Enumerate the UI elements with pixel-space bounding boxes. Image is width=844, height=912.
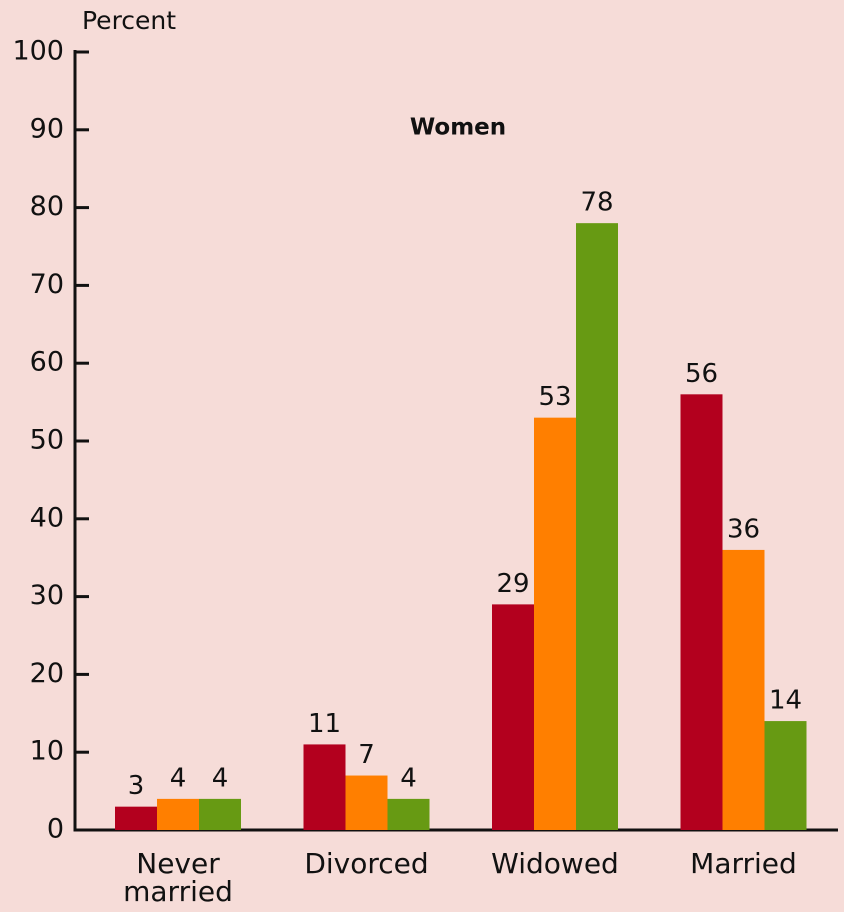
bar <box>157 798 199 830</box>
value-label: 4 <box>400 763 417 793</box>
y-tick-label: 70 <box>30 269 64 300</box>
x-tick-label: Married <box>690 847 797 880</box>
value-label: 4 <box>212 763 229 793</box>
y-tick-label: 0 <box>47 814 64 845</box>
value-label: 53 <box>538 382 571 412</box>
y-tick-label: 40 <box>30 502 64 533</box>
value-label: 78 <box>580 188 613 218</box>
y-tick-label: 10 <box>30 736 64 767</box>
bar <box>115 806 157 830</box>
y-tick-label: 100 <box>12 36 64 67</box>
y-axis-label: Percent <box>82 6 176 35</box>
x-tick-label: Divorced <box>304 847 429 880</box>
y-tick-label: 20 <box>30 658 64 689</box>
value-label: 56 <box>685 359 718 389</box>
y-tick-label: 60 <box>30 347 64 378</box>
value-label: 36 <box>727 514 760 544</box>
bar <box>199 798 241 830</box>
bar <box>492 604 534 830</box>
y-tick-label: 80 <box>30 191 64 222</box>
y-tick-label: 30 <box>30 580 64 611</box>
x-tick-label: Widowed <box>491 847 619 880</box>
value-label: 29 <box>496 569 529 599</box>
bar <box>764 721 807 830</box>
value-label: 14 <box>769 686 802 716</box>
chart-title: Women <box>410 115 506 141</box>
bar <box>534 417 576 830</box>
bar <box>576 223 618 830</box>
bar <box>345 775 388 830</box>
value-label: 11 <box>308 709 341 739</box>
value-label: 3 <box>128 771 145 801</box>
value-label: 7 <box>358 740 375 770</box>
y-tick-label: 90 <box>30 113 64 144</box>
y-tick-label: 50 <box>30 425 64 456</box>
bar <box>680 394 723 830</box>
bar <box>303 744 346 830</box>
x-tick-label: Never married <box>123 847 233 908</box>
bar <box>722 549 765 830</box>
bar <box>387 798 430 830</box>
value-label: 4 <box>170 763 187 793</box>
